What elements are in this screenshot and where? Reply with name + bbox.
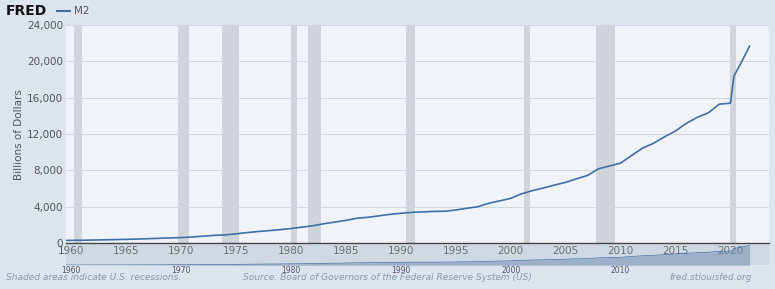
Bar <box>525 25 530 243</box>
Bar <box>730 25 735 243</box>
Bar <box>74 25 82 243</box>
Bar <box>222 25 239 243</box>
Text: FRED: FRED <box>6 4 47 18</box>
Text: 1980: 1980 <box>281 266 301 275</box>
Bar <box>308 25 321 243</box>
Text: Shaded areas indicate U.S. recessions.: Shaded areas indicate U.S. recessions. <box>6 273 181 282</box>
Bar <box>406 25 415 243</box>
Text: 2010: 2010 <box>611 266 630 275</box>
Bar <box>291 25 297 243</box>
Text: Source: Board of Governors of the Federal Reserve System (US): Source: Board of Governors of the Federa… <box>243 273 532 282</box>
Text: 1970: 1970 <box>171 266 191 275</box>
Bar <box>66 244 769 265</box>
Text: fred.stlouisfed.org: fred.stlouisfed.org <box>670 273 752 282</box>
Text: 1960: 1960 <box>62 266 81 275</box>
Text: 1990: 1990 <box>391 266 411 275</box>
Y-axis label: Billions of Dollars: Billions of Dollars <box>14 89 24 179</box>
Bar <box>178 25 189 243</box>
Text: 2000: 2000 <box>501 266 520 275</box>
Text: M2: M2 <box>74 6 90 16</box>
Bar <box>596 25 615 243</box>
